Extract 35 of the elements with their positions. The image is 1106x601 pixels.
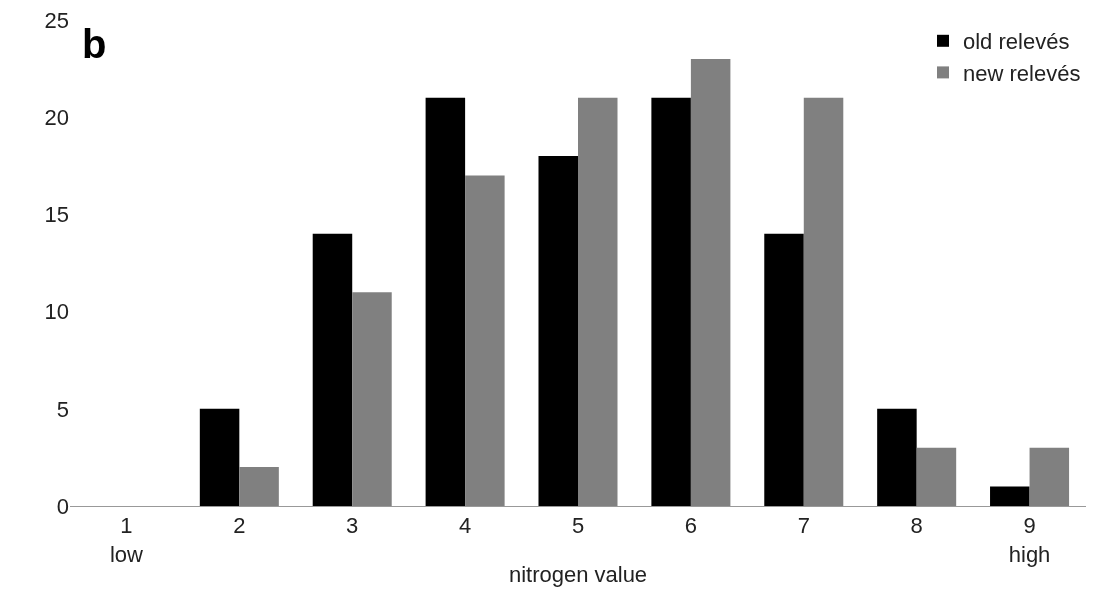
bar [877, 408, 917, 506]
y-tick-label: 10 [44, 299, 69, 325]
x-tick-label: 6 [684, 513, 698, 539]
x-tick-label: 5 [571, 513, 585, 539]
x-tick-label: 7 [797, 513, 810, 539]
x-tick-label: 1 low [109, 513, 144, 567]
x-tick-label: 8 [910, 513, 923, 539]
x-tick-label: 4 [458, 513, 472, 539]
bar [239, 467, 279, 506]
bar [352, 292, 392, 506]
bar [916, 447, 957, 506]
y-tick-label: 15 [44, 202, 69, 228]
bar [538, 156, 578, 506]
bar [425, 97, 466, 506]
annotation: b [82, 22, 107, 66]
legend-label: old relevés [963, 29, 1070, 55]
bar [690, 58, 731, 506]
bar [651, 97, 691, 506]
bar [465, 175, 505, 506]
x-tick-label: 2 [233, 513, 246, 539]
x-tick-label: 3 [346, 513, 359, 539]
y-tick-label: 0 [56, 493, 69, 519]
x-axis-title: nitrogen value [508, 561, 648, 587]
bar [312, 233, 353, 506]
bar [803, 97, 844, 506]
bar [199, 408, 240, 506]
bar [1029, 447, 1070, 506]
bar [764, 233, 804, 506]
y-tick-label: 5 [56, 396, 69, 422]
bar [578, 97, 618, 506]
y-tick-label: 25 [44, 7, 69, 33]
x-tick-label: 9 high [1008, 513, 1051, 567]
bar [990, 486, 1030, 506]
y-tick-label: 20 [44, 104, 69, 130]
legend-label: new relevés [963, 60, 1081, 86]
